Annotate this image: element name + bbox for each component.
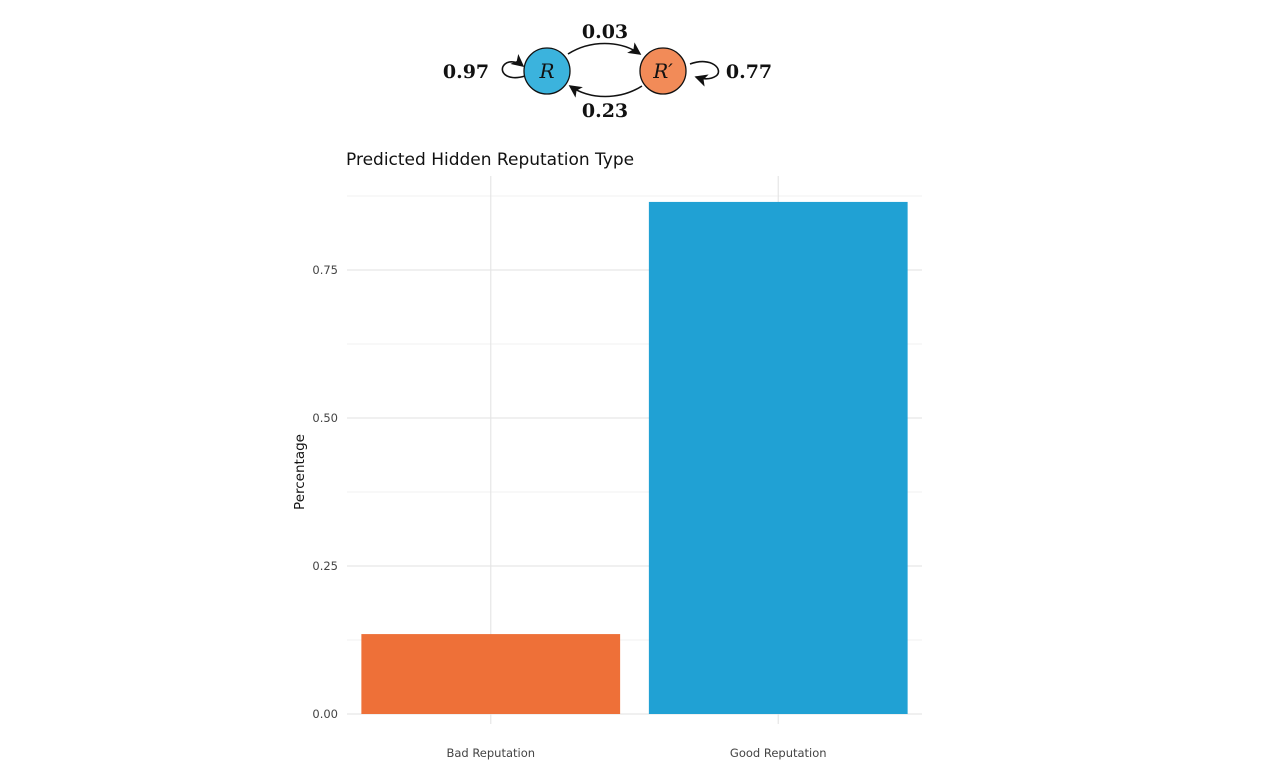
y-tick-label: 0.75 bbox=[312, 263, 338, 277]
x-tick-label: Good Reputation bbox=[730, 746, 827, 760]
edge-label-r-self: 0.97 bbox=[443, 61, 489, 83]
node-r-label: R bbox=[538, 59, 554, 83]
edge-label-rp-self: 0.77 bbox=[726, 61, 772, 83]
edge-rp-to-r bbox=[568, 85, 643, 98]
y-tick-label: 0.50 bbox=[312, 411, 338, 425]
y-tick-label: 0.25 bbox=[312, 559, 338, 573]
edge-r-self bbox=[501, 54, 526, 79]
edge-rp-self bbox=[689, 60, 720, 87]
x-ticks: Bad Reputation Good Reputation bbox=[446, 746, 826, 760]
state-diagram: R R′ 0.97 0.03 0.23 0.77 bbox=[443, 21, 772, 122]
bar-good-reputation bbox=[648, 201, 908, 715]
y-ticks: 0.00 0.25 0.50 0.75 bbox=[312, 263, 338, 721]
chart-title: Predicted Hidden Reputation Type bbox=[346, 150, 634, 170]
bars bbox=[361, 201, 908, 715]
x-tick-label: Bad Reputation bbox=[446, 746, 535, 760]
node-r-prime-label: R′ bbox=[652, 59, 673, 83]
edge-label-rp-to-r: 0.23 bbox=[582, 100, 628, 122]
node-r bbox=[523, 47, 571, 95]
edge-r-to-rp bbox=[567, 42, 642, 55]
node-r-prime bbox=[639, 47, 687, 95]
y-tick-label: 0.00 bbox=[312, 707, 338, 721]
edge-label-r-to-rp: 0.03 bbox=[582, 21, 628, 43]
y-axis-label: Percentage bbox=[292, 434, 308, 510]
bar-bad-reputation bbox=[361, 634, 621, 714]
